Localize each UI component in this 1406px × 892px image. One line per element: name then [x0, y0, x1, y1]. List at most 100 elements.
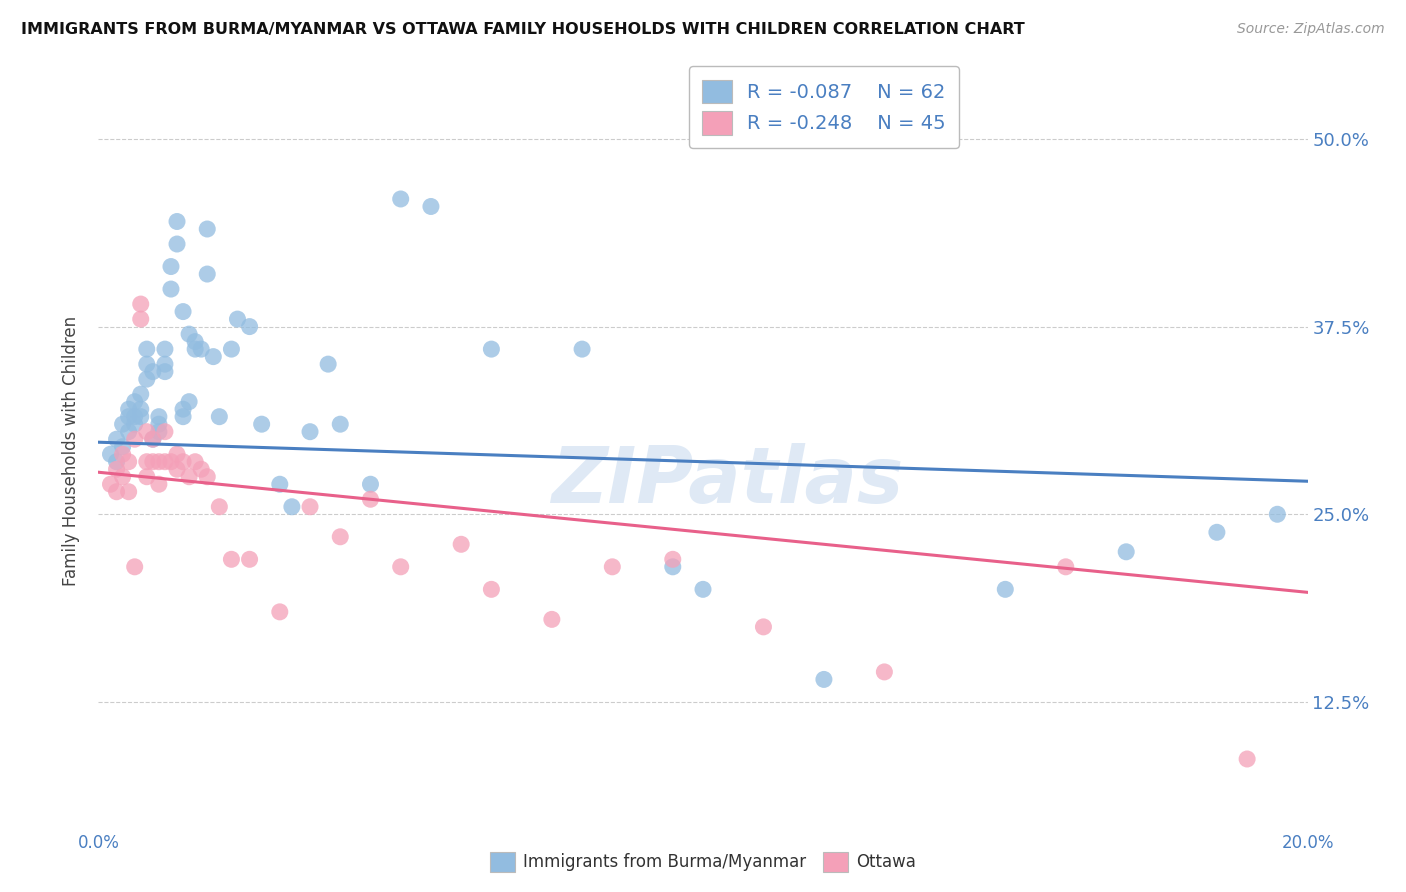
Point — [226, 312, 249, 326]
Point — [135, 469, 157, 483]
Point — [208, 409, 231, 424]
Point — [540, 612, 562, 626]
Point — [124, 432, 146, 446]
Point — [389, 559, 412, 574]
Point — [239, 552, 262, 566]
Point — [179, 469, 201, 483]
Point — [661, 552, 683, 566]
Point — [105, 455, 128, 469]
Point — [148, 477, 170, 491]
Point — [184, 334, 207, 349]
Point — [142, 365, 165, 379]
Point — [111, 469, 134, 483]
Point — [250, 417, 273, 432]
Point — [111, 440, 134, 454]
Point — [813, 673, 835, 687]
Point — [299, 425, 322, 439]
Point — [118, 455, 141, 469]
Point — [105, 432, 128, 446]
Point — [389, 192, 412, 206]
Point — [160, 260, 183, 274]
Legend: Immigrants from Burma/Myanmar, Ottawa: Immigrants from Burma/Myanmar, Ottawa — [478, 840, 928, 884]
Text: IMMIGRANTS FROM BURMA/MYANMAR VS OTTAWA FAMILY HOUSEHOLDS WITH CHILDREN CORRELAT: IMMIGRANTS FROM BURMA/MYANMAR VS OTTAWA … — [21, 22, 1025, 37]
Point — [129, 387, 152, 401]
Point — [481, 582, 503, 597]
Point — [153, 455, 176, 469]
Point — [135, 342, 157, 356]
Point — [135, 372, 157, 386]
Y-axis label: Family Households with Children: Family Households with Children — [62, 316, 80, 585]
Point — [124, 559, 146, 574]
Point — [299, 500, 322, 514]
Point — [142, 455, 165, 469]
Point — [118, 425, 141, 439]
Point — [602, 559, 624, 574]
Point — [195, 267, 218, 281]
Point — [316, 357, 339, 371]
Point — [1236, 752, 1258, 766]
Point — [994, 582, 1017, 597]
Point — [184, 342, 207, 356]
Point — [221, 342, 243, 356]
Point — [221, 552, 243, 566]
Point — [111, 447, 134, 461]
Point — [129, 402, 152, 417]
Point — [148, 417, 170, 432]
Point — [153, 342, 176, 356]
Point — [148, 409, 170, 424]
Point — [166, 214, 188, 228]
Point — [184, 455, 207, 469]
Point — [329, 530, 352, 544]
Point — [172, 402, 194, 417]
Point — [148, 425, 170, 439]
Point — [129, 409, 152, 424]
Point — [179, 327, 201, 342]
Point — [208, 500, 231, 514]
Legend: R = -0.087    N = 62, R = -0.248    N = 45: R = -0.087 N = 62, R = -0.248 N = 45 — [689, 66, 959, 148]
Point — [1054, 559, 1077, 574]
Point — [179, 394, 201, 409]
Point — [129, 297, 152, 311]
Point — [153, 425, 176, 439]
Point — [124, 417, 146, 432]
Point — [172, 409, 194, 424]
Point — [100, 447, 122, 461]
Point — [166, 447, 188, 461]
Point — [160, 455, 183, 469]
Point — [1267, 508, 1289, 522]
Point — [160, 282, 183, 296]
Point — [148, 455, 170, 469]
Point — [172, 304, 194, 318]
Text: ZIPatlas: ZIPatlas — [551, 442, 903, 519]
Point — [111, 417, 134, 432]
Point — [1115, 545, 1137, 559]
Point — [105, 462, 128, 476]
Point — [153, 357, 176, 371]
Point — [172, 455, 194, 469]
Point — [269, 477, 291, 491]
Text: Source: ZipAtlas.com: Source: ZipAtlas.com — [1237, 22, 1385, 37]
Point — [124, 409, 146, 424]
Point — [195, 222, 218, 236]
Point — [1206, 525, 1229, 540]
Point — [692, 582, 714, 597]
Point — [118, 402, 141, 417]
Point — [202, 350, 225, 364]
Point — [281, 500, 304, 514]
Point — [481, 342, 503, 356]
Point — [661, 559, 683, 574]
Point — [105, 484, 128, 499]
Point — [118, 409, 141, 424]
Point — [571, 342, 593, 356]
Point — [360, 477, 382, 491]
Point — [329, 417, 352, 432]
Point — [420, 199, 443, 213]
Point — [450, 537, 472, 551]
Point — [135, 425, 157, 439]
Point — [269, 605, 291, 619]
Point — [142, 432, 165, 446]
Point — [239, 319, 262, 334]
Point — [195, 469, 218, 483]
Point — [135, 455, 157, 469]
Point — [118, 484, 141, 499]
